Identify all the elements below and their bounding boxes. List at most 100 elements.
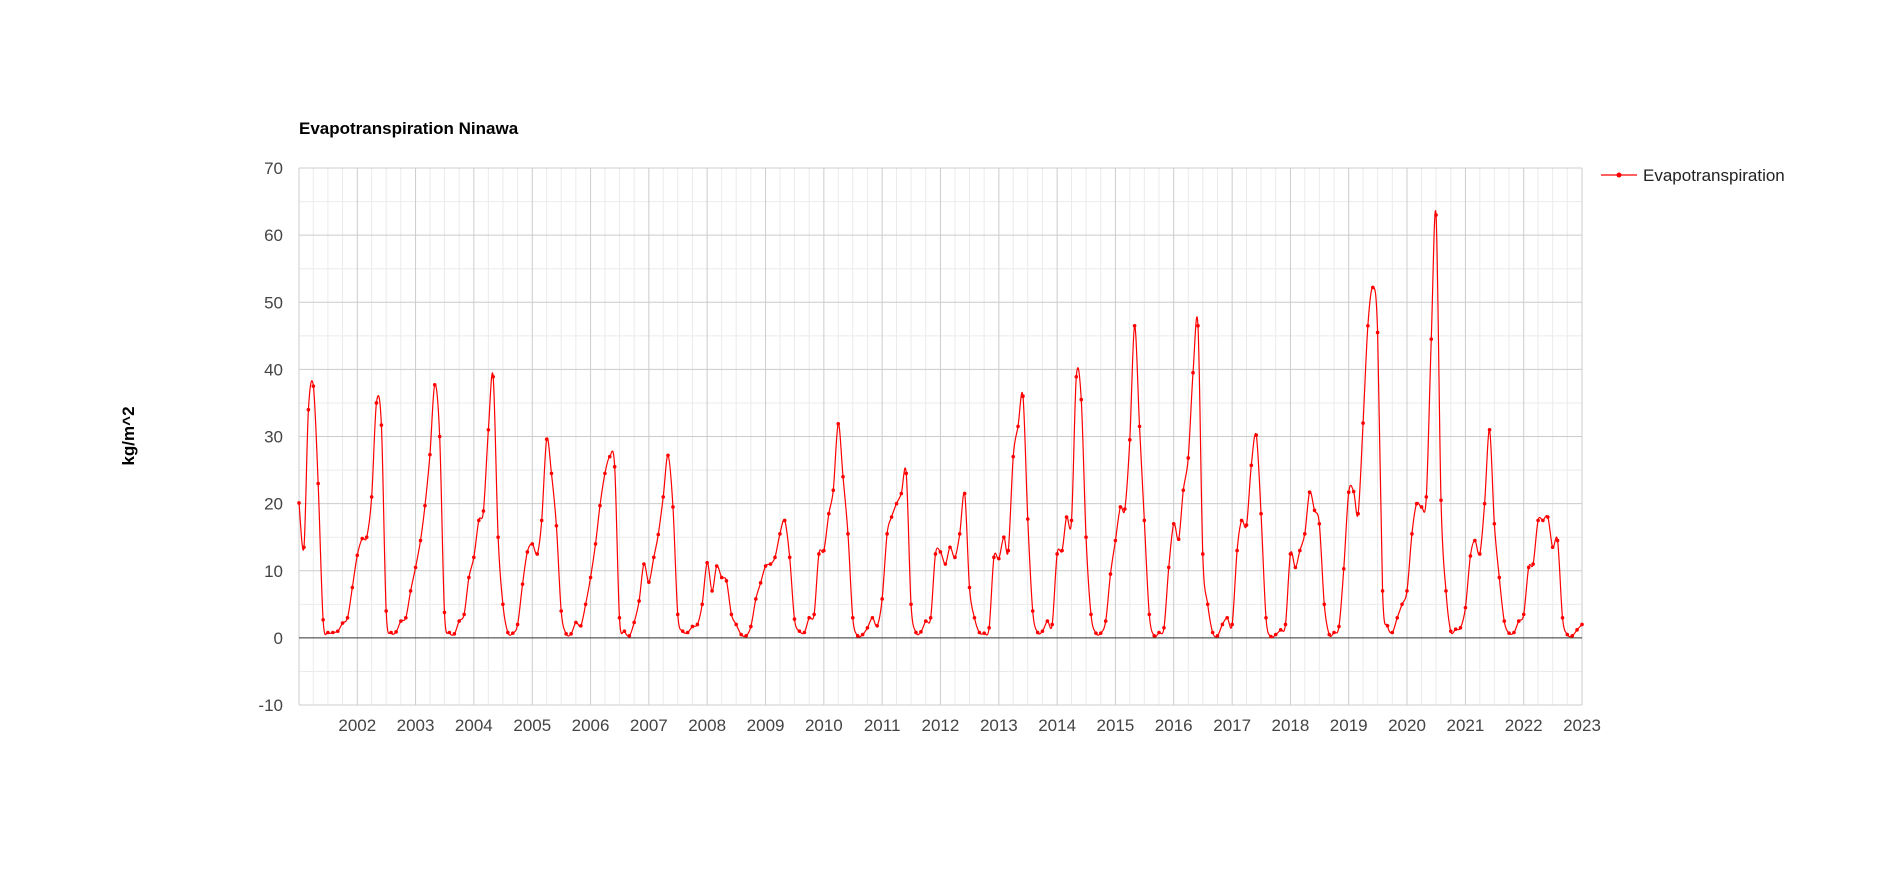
data-point[interactable]	[603, 471, 607, 476]
data-point[interactable]	[855, 634, 860, 638]
data-point[interactable]	[680, 629, 685, 633]
data-point[interactable]	[1303, 532, 1307, 536]
data-point[interactable]	[739, 632, 743, 637]
data-point[interactable]	[1045, 619, 1050, 623]
data-point[interactable]	[1060, 548, 1064, 553]
data-point[interactable]	[612, 464, 617, 469]
data-point[interactable]	[914, 630, 918, 635]
data-point[interactable]	[807, 615, 811, 620]
data-point[interactable]	[515, 622, 520, 627]
data-point[interactable]	[432, 383, 437, 387]
data-point[interactable]	[714, 564, 719, 568]
data-point[interactable]	[355, 553, 360, 558]
data-point[interactable]	[1439, 498, 1443, 503]
data-point[interactable]	[1035, 630, 1040, 635]
data-point[interactable]	[1448, 629, 1453, 633]
data-point[interactable]	[579, 623, 583, 628]
data-point[interactable]	[846, 532, 850, 536]
data-point[interactable]	[544, 437, 549, 441]
data-point[interactable]	[1079, 397, 1084, 402]
data-point[interactable]	[1132, 323, 1137, 328]
data-point[interactable]	[1098, 631, 1103, 635]
data-point[interactable]	[1405, 589, 1409, 593]
data-point[interactable]	[1249, 463, 1254, 468]
data-point[interactable]	[1380, 589, 1385, 593]
data-point[interactable]	[1225, 615, 1229, 620]
data-point[interactable]	[1137, 424, 1142, 429]
data-point[interactable]	[399, 619, 403, 623]
data-point[interactable]	[690, 624, 695, 629]
data-point[interactable]	[909, 602, 913, 607]
data-point[interactable]	[564, 632, 568, 636]
data-point[interactable]	[754, 597, 758, 601]
data-point[interactable]	[1550, 545, 1555, 550]
data-point[interactable]	[1050, 622, 1054, 627]
data-point[interactable]	[943, 562, 948, 566]
data-point[interactable]	[1366, 323, 1370, 328]
data-point[interactable]	[481, 509, 486, 513]
data-point[interactable]	[1375, 330, 1380, 335]
data-point[interactable]	[1395, 615, 1400, 620]
data-point[interactable]	[1385, 623, 1390, 628]
data-point[interactable]	[331, 630, 335, 635]
data-point[interactable]	[428, 452, 432, 457]
data-point[interactable]	[501, 602, 505, 607]
data-point[interactable]	[491, 374, 495, 379]
data-point[interactable]	[744, 634, 748, 638]
data-point[interactable]	[1113, 538, 1118, 543]
data-point[interactable]	[719, 575, 724, 580]
data-point[interactable]	[666, 453, 670, 458]
data-point[interactable]	[1064, 515, 1069, 519]
data-point[interactable]	[472, 555, 476, 560]
data-point[interactable]	[1108, 572, 1113, 576]
data-point[interactable]	[773, 555, 777, 560]
data-point[interactable]	[817, 552, 821, 556]
data-point[interactable]	[700, 602, 704, 607]
data-point[interactable]	[1011, 454, 1016, 459]
data-point[interactable]	[1142, 518, 1147, 523]
data-point[interactable]	[1278, 628, 1283, 632]
data-point[interactable]	[1497, 575, 1502, 580]
data-point[interactable]	[1332, 630, 1336, 635]
data-point[interactable]	[520, 582, 525, 586]
data-point[interactable]	[316, 481, 320, 486]
data-point[interactable]	[1283, 622, 1288, 627]
data-point[interactable]	[763, 564, 768, 568]
data-point[interactable]	[394, 630, 398, 634]
data-point[interactable]	[1205, 602, 1210, 607]
data-point[interactable]	[734, 622, 738, 627]
data-point[interactable]	[1118, 505, 1123, 509]
data-point[interactable]	[1341, 566, 1346, 571]
data-point[interactable]	[311, 384, 316, 388]
data-point[interactable]	[1293, 565, 1298, 570]
data-point[interactable]	[1541, 518, 1545, 523]
data-point[interactable]	[442, 610, 447, 615]
data-point[interactable]	[1181, 488, 1186, 493]
data-point[interactable]	[374, 401, 379, 405]
data-point[interactable]	[306, 407, 311, 412]
data-point[interactable]	[1239, 518, 1244, 523]
data-point[interactable]	[1575, 628, 1579, 632]
data-point[interactable]	[792, 617, 797, 621]
data-point[interactable]	[1473, 538, 1477, 543]
data-point[interactable]	[1264, 615, 1268, 620]
data-point[interactable]	[860, 632, 865, 637]
data-point[interactable]	[1424, 495, 1429, 499]
data-point[interactable]	[1089, 612, 1093, 617]
data-point[interactable]	[637, 599, 641, 603]
data-point[interactable]	[530, 542, 535, 546]
data-point[interactable]	[1269, 634, 1273, 639]
data-point[interactable]	[768, 562, 773, 566]
data-point[interactable]	[778, 532, 782, 536]
data-point[interactable]	[627, 634, 632, 638]
data-point[interactable]	[559, 609, 563, 613]
data-point[interactable]	[1171, 521, 1176, 526]
data-point[interactable]	[1298, 548, 1302, 553]
data-point[interactable]	[569, 632, 573, 636]
data-point[interactable]	[477, 518, 481, 523]
data-point[interactable]	[1463, 605, 1468, 610]
data-point[interactable]	[1410, 532, 1414, 536]
data-point[interactable]	[1176, 537, 1181, 541]
data-point[interactable]	[1123, 507, 1127, 511]
data-point[interactable]	[1030, 609, 1035, 613]
